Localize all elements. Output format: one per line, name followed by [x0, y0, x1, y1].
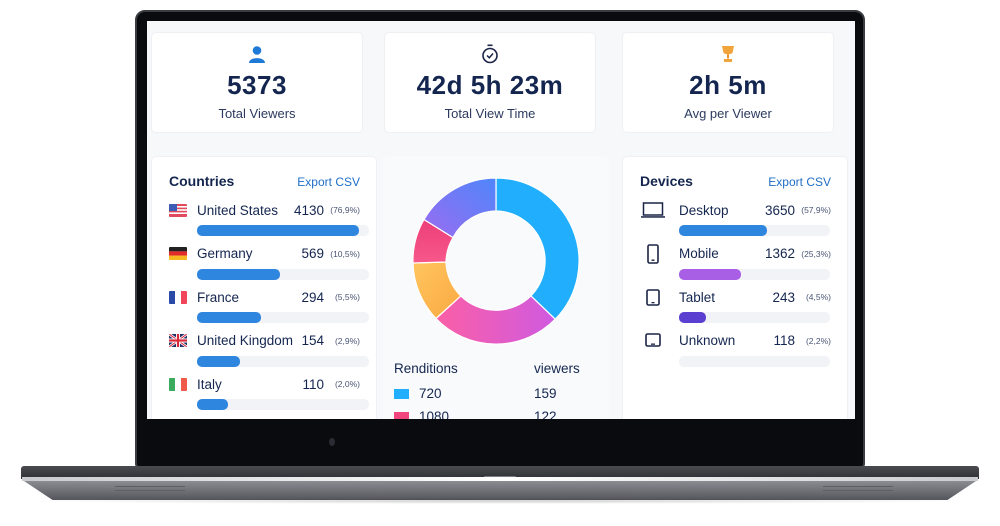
trophy-icon: [623, 44, 833, 64]
stat-card-total-view-time: 42d 5h 23m Total View Time: [384, 32, 596, 133]
laptop-icon: [640, 202, 666, 218]
country-row: United Kingdom 154 (2,9%): [169, 332, 369, 376]
countries-title: Countries: [169, 173, 235, 189]
dashboard-screen: 5373 Total Viewers 42d 5h 23m Total View…: [147, 21, 855, 419]
stat-label: Total Viewers: [218, 106, 296, 121]
export-csv-countries-button[interactable]: Export CSV: [297, 175, 360, 189]
laptop-shadow: [20, 498, 980, 504]
devices-title: Devices: [640, 173, 693, 189]
progress-bar: [679, 268, 830, 280]
stat-card-total-viewers: 5373 Total Viewers: [151, 32, 363, 133]
device-row: Mobile 1362 (25,3%): [640, 243, 831, 289]
country-row: Italy 110 (2,0%): [169, 375, 369, 419]
speaker-vent-left: [115, 486, 185, 491]
user-icon: [152, 44, 362, 64]
stat-card-avg-per-viewer: 2h 5m Avg per Viewer: [622, 32, 834, 133]
stat-value: 2h 5m: [689, 70, 767, 100]
rendition-row: 1080 122: [394, 409, 594, 419]
laptop-base-bottom: [24, 481, 976, 500]
device-row: Desktop 3650 (57,9%): [640, 201, 831, 245]
device-row: Unknown 118 (2,2%): [640, 332, 831, 376]
progress-bar: [197, 399, 369, 410]
device-row: Tablet 243 (4,5%): [640, 288, 831, 332]
country-row: Germany 569 (10,5%): [169, 245, 369, 289]
france-flag-icon: [169, 290, 187, 304]
devices-panel: Devices Export CSV Desktop 3650 (57,9%) …: [622, 156, 848, 419]
rendition-row: 720 159: [394, 386, 594, 401]
country-row: United States 4130 (76,9%): [169, 201, 369, 245]
stat-label: Total View Time: [444, 106, 536, 121]
progress-bar: [197, 268, 369, 280]
progress-bar: [679, 355, 830, 367]
monitor-icon: [640, 333, 666, 348]
progress-bar: [197, 355, 369, 367]
renditions-header: Renditions viewers: [394, 361, 580, 376]
renditions-panel: Renditions viewers 720 159 1080 122: [383, 156, 609, 419]
stat-label: Avg per Viewer: [684, 106, 772, 121]
countries-panel: Countries Export CSV United States 4130 …: [151, 156, 377, 419]
laptop-base: [21, 466, 979, 479]
country-row: France 294 (5,5%): [169, 288, 369, 332]
progress-bar: [197, 225, 369, 236]
germany-flag-icon: [169, 247, 187, 260]
uk-flag-icon: [169, 334, 187, 347]
stat-value: 42d 5h 23m: [416, 70, 564, 100]
us-flag-icon: [169, 203, 187, 217]
progress-bar: [679, 225, 830, 236]
legend-swatch: [394, 388, 409, 399]
phone-icon: [640, 243, 666, 264]
tablet-icon: [640, 288, 666, 306]
export-csv-devices-button[interactable]: Export CSV: [768, 175, 831, 189]
italy-flag-icon: [169, 377, 187, 391]
speaker-vent-right: [823, 486, 893, 491]
laptop-base-edge: [22, 477, 978, 481]
stat-value: 5373: [227, 70, 287, 100]
legend-swatch: [394, 411, 409, 419]
webcam: [329, 438, 335, 446]
progress-bar: [197, 312, 369, 323]
renditions-donut-chart: [412, 177, 580, 345]
progress-bar: [679, 312, 830, 323]
stopwatch-icon: [385, 44, 595, 64]
